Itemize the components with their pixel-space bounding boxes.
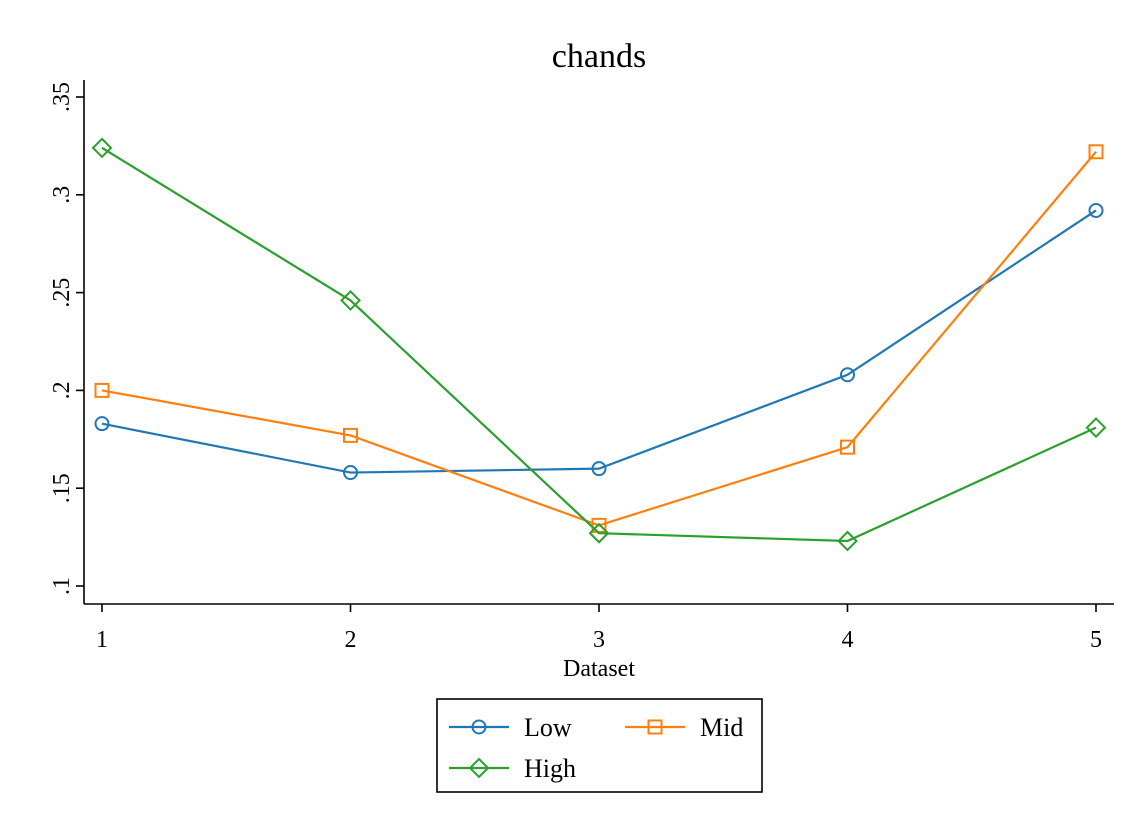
y-tick-label: .15 <box>49 473 75 503</box>
x-tick-label: 1 <box>96 627 108 653</box>
x-tick-label: 5 <box>1090 627 1102 653</box>
legend-item-low: Low <box>449 713 572 742</box>
data-point-low <box>1088 202 1104 218</box>
legend-marker <box>468 757 490 779</box>
legend-label: High <box>524 754 576 783</box>
chart-title: chands <box>552 38 646 75</box>
y-tick-label: .3 <box>49 186 75 204</box>
data-point-mid <box>343 427 358 443</box>
data-point-mid <box>94 382 110 398</box>
data-point-low <box>840 367 855 383</box>
legend-item-high: High <box>449 754 576 783</box>
legend: Low Mid High <box>436 698 763 793</box>
x-axis-title: Dataset <box>563 656 635 682</box>
data-point-low <box>591 461 607 477</box>
x-tick-label: 2 <box>345 627 357 653</box>
data-point-high <box>1085 417 1107 438</box>
series-high <box>91 137 1107 552</box>
series-layer <box>91 137 1107 552</box>
x-tick-label: 4 <box>842 627 854 653</box>
data-point-low <box>343 465 358 481</box>
y-tick-label: .1 <box>49 577 75 595</box>
legend-label: Low <box>524 713 572 742</box>
legend-label: Mid <box>700 713 743 742</box>
data-point-high <box>340 290 361 311</box>
series-line-low <box>101 209 1097 474</box>
data-point-high <box>837 530 858 552</box>
y-tick-label: .25 <box>49 278 75 308</box>
series-mid <box>94 144 1104 533</box>
data-point-low <box>94 416 110 432</box>
data-point-high <box>588 522 610 544</box>
data-point-mid <box>1088 144 1104 160</box>
legend-item-mid: Mid <box>625 713 743 742</box>
legend-box <box>436 698 763 793</box>
legend-marker <box>647 719 663 735</box>
y-tick-label: .35 <box>49 82 75 112</box>
series-low <box>94 202 1104 481</box>
series-line-high <box>101 146 1097 543</box>
legend-marker <box>471 719 487 735</box>
data-point-mid <box>840 439 855 455</box>
x-tick-label: 3 <box>593 627 605 653</box>
data-point-high <box>91 137 113 159</box>
y-tick-label: .2 <box>49 381 75 399</box>
x-axis: 1 2 3 4 5 <box>84 603 1114 653</box>
y-axis: .1 .15 .2 .25 .3 .35 <box>49 80 85 604</box>
